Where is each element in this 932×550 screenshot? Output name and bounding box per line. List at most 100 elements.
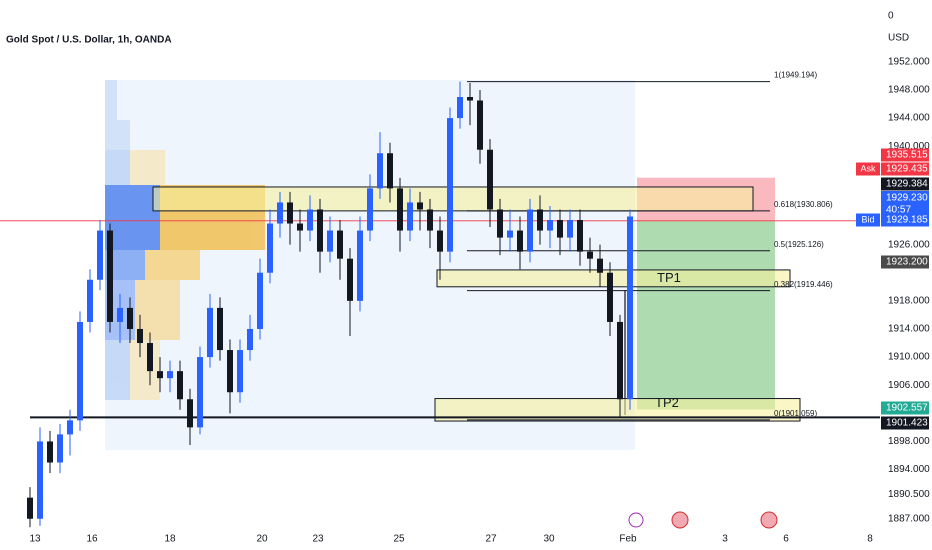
candle-body <box>417 202 423 210</box>
price-tag-label: 1929.384 <box>886 179 928 190</box>
y-tick-label: 1952.000 <box>888 56 930 67</box>
price-tag-side <box>856 213 880 227</box>
candle-body <box>207 307 213 358</box>
profile-bar <box>130 340 160 400</box>
candle-body <box>327 230 333 252</box>
candle-body <box>247 328 253 351</box>
candle-body <box>377 153 383 189</box>
price-tag <box>881 191 929 217</box>
x-tick-label: 3 <box>722 534 728 545</box>
price-tag <box>881 416 929 430</box>
x-tick-label: 30 <box>543 534 555 545</box>
price-tag <box>881 162 929 176</box>
x-tick-label: 6 <box>783 534 789 545</box>
zone-label: TP1 <box>657 270 681 285</box>
y-tick-label: 1890.500 <box>888 489 930 500</box>
candle-body <box>527 209 533 252</box>
x-tick-label: 8 <box>867 534 873 545</box>
candle-body <box>357 230 363 301</box>
x-tick-label: 25 <box>393 534 405 545</box>
candle-body <box>27 497 33 519</box>
chart-title: Gold Spot / U.S. Dollar, 1h, OANDA <box>6 35 172 46</box>
candle-body <box>97 230 103 280</box>
price-tag <box>881 177 929 191</box>
zone <box>436 269 791 288</box>
candle-body <box>547 220 553 231</box>
candle-body <box>497 209 503 238</box>
fib-label: 0(1901.059) <box>774 409 817 418</box>
price-tag-label: 1929.435 <box>886 164 928 175</box>
y-tick-label: 1948.000 <box>888 85 930 96</box>
candle-body <box>47 441 53 463</box>
fib-label: 0.5(1925.126) <box>774 240 824 249</box>
price-tag <box>881 255 929 269</box>
profile-bar <box>130 150 165 185</box>
candle-body <box>507 230 513 238</box>
x-tick-label: 13 <box>29 534 41 545</box>
candle-body <box>537 209 543 231</box>
candle-body <box>237 350 243 393</box>
candle-body <box>77 321 83 421</box>
x-tick-label: Feb <box>619 534 637 545</box>
candle-body <box>107 230 113 322</box>
candle-body <box>317 209 323 252</box>
event-icons <box>628 511 778 529</box>
price-tag-label: 1902.557 <box>886 403 928 414</box>
y-tick-label: 1910.000 <box>888 352 930 363</box>
price-tag <box>881 213 929 227</box>
candle-body <box>617 321 623 400</box>
candle-body <box>597 258 603 273</box>
y-tick-label: 1894.000 <box>888 464 930 475</box>
price-tag <box>881 401 929 415</box>
candle-body <box>197 357 203 428</box>
candle-body <box>177 371 183 400</box>
y-tick-label: 1914.000 <box>888 324 930 335</box>
candle-body <box>67 420 73 435</box>
x-tick-label: 23 <box>312 534 324 545</box>
x-tick-label: 20 <box>256 534 268 545</box>
candle-body <box>127 307 133 329</box>
price-tag-label: 1929.185 <box>886 215 928 226</box>
x-tick-label: 27 <box>485 534 497 545</box>
candle-body <box>257 272 263 329</box>
candle-body <box>517 230 523 252</box>
candle-body <box>337 230 343 259</box>
candle-body <box>227 350 233 393</box>
y-tick-label: 1918.000 <box>888 295 930 306</box>
candle-body <box>137 328 143 344</box>
y-tick-label: 1887.000 <box>888 513 930 524</box>
candle-body <box>577 220 583 252</box>
price-tag-label: 1935.515 <box>886 150 928 161</box>
candle-body <box>167 371 173 379</box>
candle-body <box>87 279 93 322</box>
currency-label: USD <box>888 33 909 44</box>
event-icon <box>671 511 689 529</box>
candle-body <box>307 209 313 231</box>
price-tag-label: 1901.423 <box>886 418 928 429</box>
candle-body <box>487 149 493 210</box>
candle-body <box>607 272 613 322</box>
price-tag-timer: 40:57 <box>886 205 911 216</box>
target-zone <box>637 220 775 410</box>
candle-body <box>37 441 43 519</box>
candle-body <box>427 209 433 231</box>
y-tick-label: 1906.000 <box>888 380 930 391</box>
candle-body <box>187 399 193 428</box>
profile-bar <box>145 250 200 280</box>
candle-body <box>297 223 303 231</box>
price-tag-side-label: Ask <box>860 163 876 173</box>
candle-body <box>557 220 563 238</box>
candle-body <box>157 371 163 379</box>
profile-bar <box>105 120 130 150</box>
y-tick-label: 1944.000 <box>888 113 930 124</box>
candle-body <box>457 97 463 119</box>
candle-body <box>627 216 633 400</box>
candle-body <box>57 434 63 463</box>
event-icon <box>760 511 778 529</box>
candle-body <box>437 230 443 252</box>
price-tag-side-label: Bid <box>861 214 874 224</box>
corner-label: 0 <box>888 11 894 22</box>
x-tick-label: 18 <box>164 534 176 545</box>
candle-body <box>387 153 393 189</box>
y-tick-label: 1940.000 <box>888 141 930 152</box>
